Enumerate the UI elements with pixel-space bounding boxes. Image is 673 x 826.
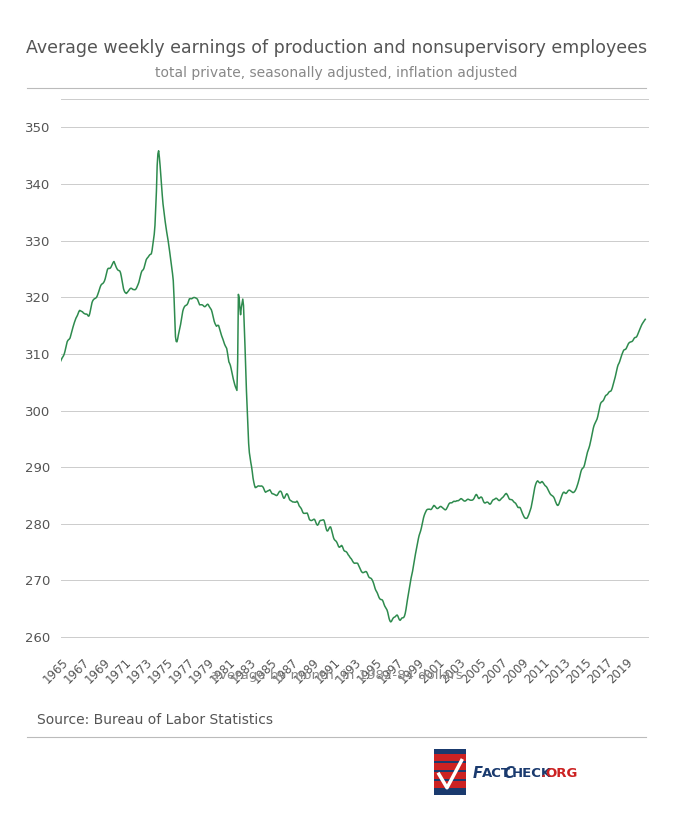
Text: C: C	[503, 767, 514, 781]
Bar	[434, 763, 466, 770]
Text: .: .	[540, 767, 546, 781]
Bar	[434, 771, 466, 779]
Text: ORG: ORG	[545, 767, 577, 781]
Text: average by month, in 1982-84 dollars: average by month, in 1982-84 dollars	[211, 669, 462, 682]
Bar	[434, 781, 466, 788]
Text: HECK: HECK	[511, 767, 552, 781]
Text: Source: Bureau of Labor Statistics: Source: Bureau of Labor Statistics	[37, 714, 273, 727]
Text: total private, seasonally adjusted, inflation adjusted: total private, seasonally adjusted, infl…	[155, 66, 518, 79]
Bar	[434, 753, 466, 761]
Text: F: F	[472, 767, 483, 781]
Text: Average weekly earnings of production and nonsupervisory employees: Average weekly earnings of production an…	[26, 39, 647, 57]
Text: ACT: ACT	[482, 767, 511, 781]
